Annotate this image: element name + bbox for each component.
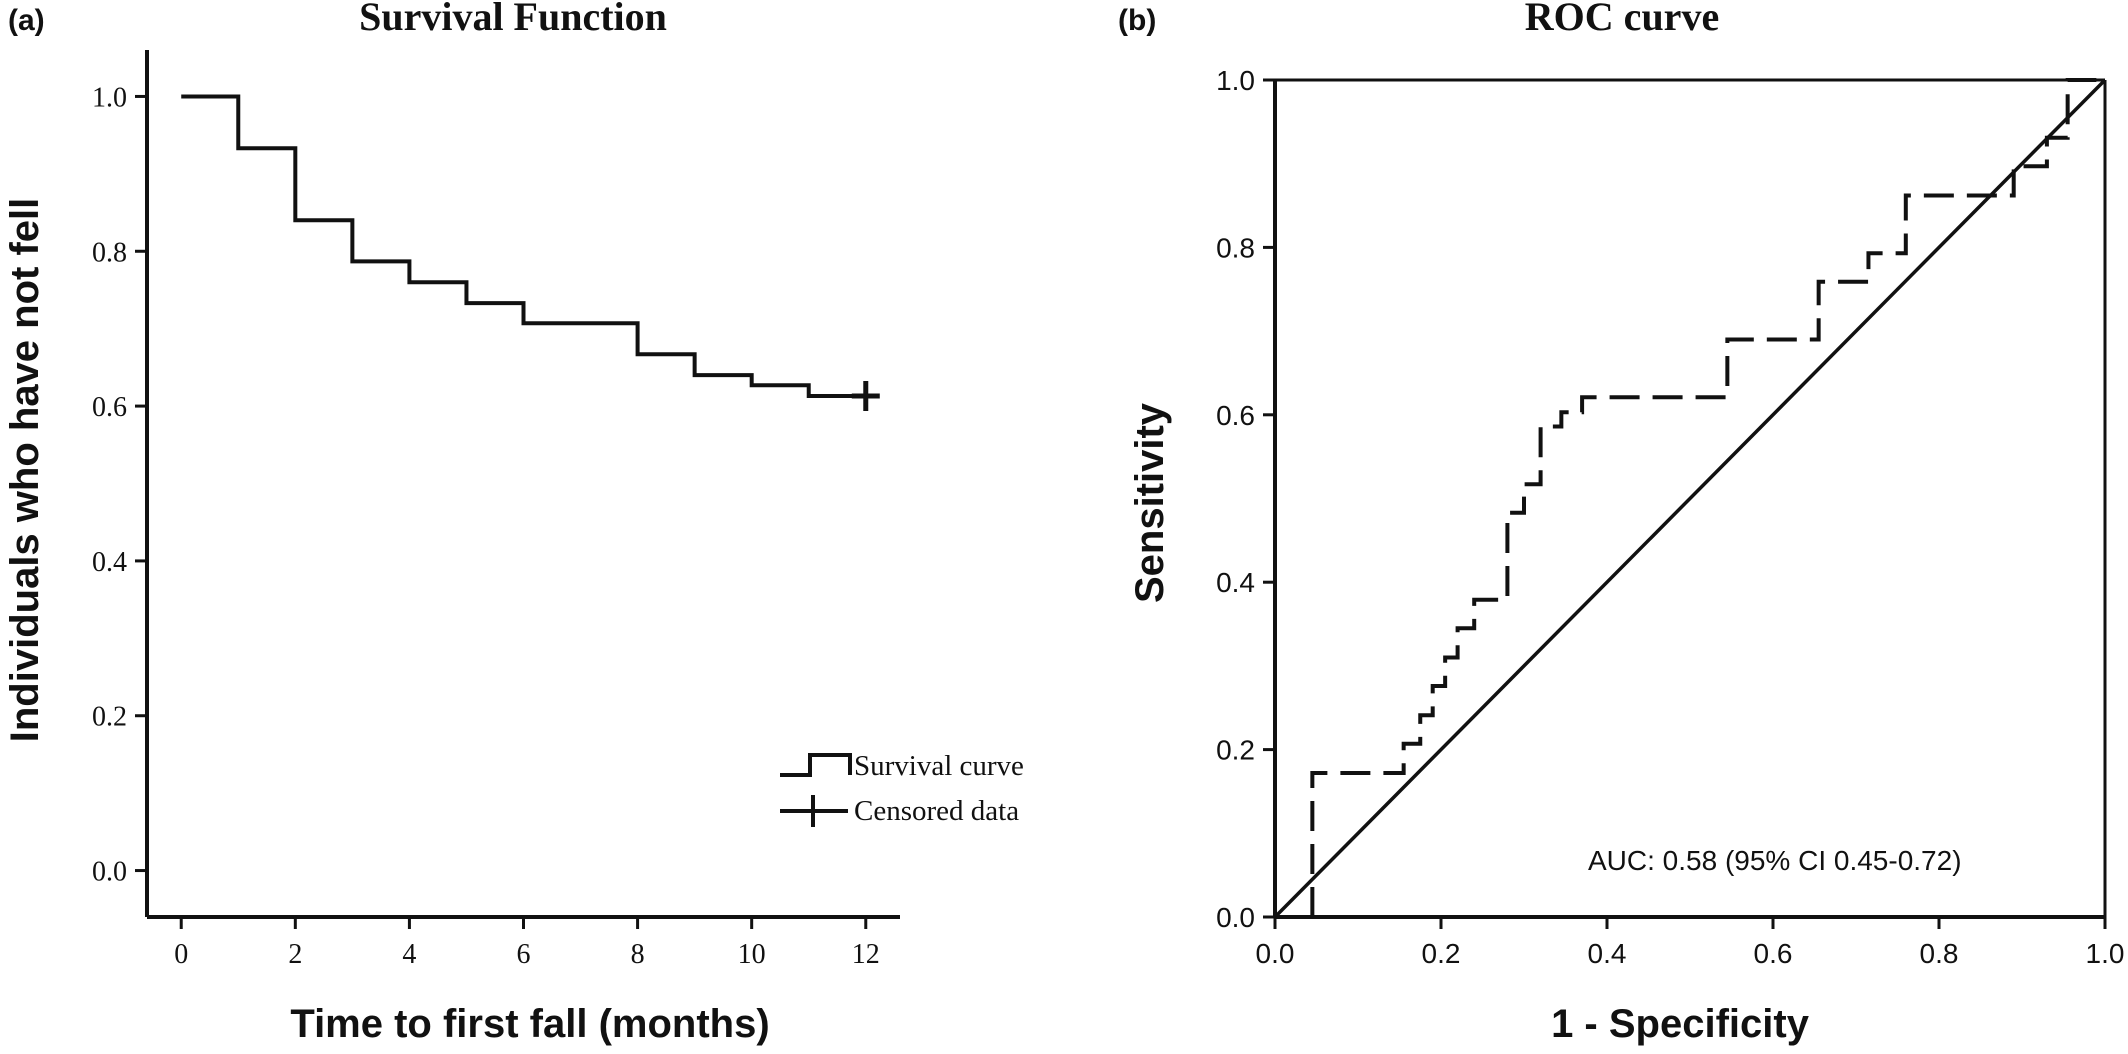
- survival-x-tick-label: 0: [174, 939, 188, 970]
- survival-panel: (a) Survival Function Individuals who ha…: [3, 0, 1024, 1046]
- survival-axes: [145, 50, 900, 919]
- survival-x-tick-label: 10: [738, 939, 766, 970]
- roc-x-tick-label: 0.0: [1256, 938, 1295, 969]
- roc-ticks: 0.0 0.2 0.4 0.6 0.8 1.0 0.0 0.2 0.4 0.6 0.8 1.0: [1216, 65, 2124, 969]
- roc-y-tick-label: 0.2: [1216, 735, 1255, 766]
- roc-ylabel: Sensitivity: [1128, 402, 1172, 603]
- survival-y-tick-label: 0.2: [92, 702, 127, 733]
- legend-item-survival-curve: Survival curve: [780, 750, 1024, 782]
- survival-legend: Survival curve Censored data: [780, 750, 1024, 827]
- survival-title: Survival Function: [359, 0, 667, 39]
- panel-label-b: (b): [1118, 4, 1156, 37]
- survival-x-tick-label: 2: [288, 939, 302, 970]
- survival-x-tick-label: 6: [517, 939, 531, 970]
- roc-auc-annotation: AUC: 0.58 (95% CI 0.45-0.72): [1588, 845, 1962, 876]
- roc-y-tick-label: 0.0: [1216, 902, 1255, 933]
- roc-y-tick-label: 0.4: [1216, 567, 1255, 598]
- roc-x-tick-label: 0.4: [1588, 938, 1627, 969]
- survival-x-tick-label: 4: [402, 939, 416, 970]
- survival-y-tick-label: 0.0: [92, 857, 127, 888]
- roc-title: ROC curve: [1525, 0, 1719, 39]
- roc-y-tick-label: 0.6: [1216, 400, 1255, 431]
- roc-curve-line: [1310, 78, 2105, 917]
- legend-label-survival-curve: Survival curve: [854, 750, 1024, 782]
- legend-label-censored-data: Censored data: [854, 795, 1019, 827]
- roc-reference-line: [1273, 78, 2107, 919]
- roc-x-tick-label: 0.8: [1920, 938, 1959, 969]
- roc-axes: [1273, 78, 2107, 919]
- panel-label-a: (a): [8, 4, 45, 37]
- roc-x-tick-label: 0.6: [1754, 938, 1793, 969]
- roc-x-tick-label: 0.2: [1422, 938, 1461, 969]
- survival-y-tick-label: 1.0: [92, 82, 127, 113]
- survival-y-tick-label: 0.6: [92, 392, 127, 423]
- survival-y-tick-label: 0.8: [92, 237, 127, 268]
- survival-curve-line: [181, 94, 866, 399]
- roc-y-tick-label: 1.0: [1216, 65, 1255, 96]
- roc-series: [1273, 78, 2107, 919]
- legend-cross-symbol: [780, 795, 848, 827]
- survival-series: [181, 94, 880, 412]
- censored-data-marker: [851, 381, 880, 412]
- survival-x-tick-label: 8: [631, 939, 645, 970]
- roc-y-tick-label: 0.8: [1216, 232, 1255, 263]
- survival-y-tick-label: 0.4: [92, 547, 127, 578]
- survival-x-tick-label: 12: [852, 939, 880, 970]
- roc-x-tick-label: 1.0: [2086, 938, 2125, 969]
- survival-xlabel: Time to first fall (months): [290, 1002, 769, 1046]
- survival-ylabel: Individuals who have not fell: [3, 198, 47, 743]
- roc-panel: (b) ROC curve Sensitivity 1 - Specificit…: [1118, 0, 2124, 1046]
- legend-item-censored-data: Censored data: [780, 795, 1019, 827]
- survival-ticks: 0 2 4 6 8 10 12 0.0 0.2 0.4 0.6 0.8 1.0: [92, 82, 880, 970]
- legend-step-symbol: [780, 753, 852, 777]
- roc-xlabel: 1 - Specificity: [1551, 1002, 1810, 1046]
